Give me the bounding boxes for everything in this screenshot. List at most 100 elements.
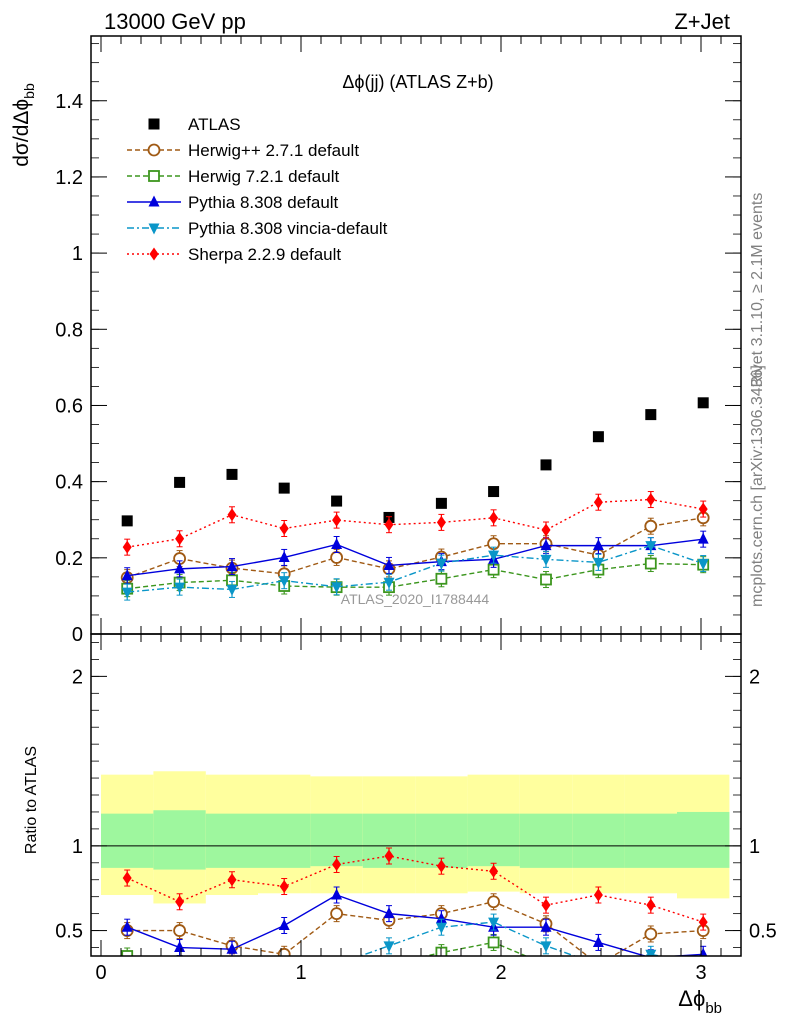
ratio-point-4	[489, 864, 499, 878]
ratio-y-tick-label: 2	[72, 666, 83, 688]
main-point-3	[226, 560, 238, 572]
ratio-point-2	[331, 888, 343, 900]
ratio-point-1	[175, 959, 185, 969]
ratio-point-1	[593, 959, 603, 969]
x-tick-label: 0	[95, 962, 106, 984]
legend-marker-0	[148, 118, 160, 130]
x-tick-label: 1	[295, 962, 306, 984]
main-point-4	[121, 587, 133, 599]
ratio-point-4	[175, 895, 185, 909]
ratio-point-1	[384, 959, 394, 969]
main-series-group	[120, 397, 710, 601]
ratio-point-0	[277, 947, 291, 956]
ratio-point-3	[383, 941, 395, 953]
legend-label-3: Pythia 8.308 default	[188, 193, 339, 212]
main-point-5	[227, 508, 237, 522]
main-point-3	[592, 539, 604, 551]
main-point-0	[435, 497, 447, 509]
main-point-3	[121, 569, 133, 581]
uncertainty-band-inner	[572, 813, 625, 868]
main-point-5	[646, 493, 656, 507]
ratio-point-3	[331, 960, 342, 971]
main-point-4	[226, 584, 238, 596]
ratio-point-2	[540, 920, 552, 932]
legend-marker-4	[148, 223, 160, 235]
main-point-4	[488, 550, 500, 562]
chart-title: Δϕ(jj) (ATLAS Z+b)	[342, 72, 493, 92]
ratio-point-2	[174, 941, 186, 953]
ratio-point-1	[227, 959, 237, 969]
main-point-0	[226, 468, 238, 480]
main-point-4	[645, 541, 657, 553]
legend-label-1: Herwig++ 2.7.1 default	[188, 141, 359, 160]
main-point-0	[174, 476, 186, 488]
ratio-point-1	[646, 959, 656, 969]
ratio-point-3	[488, 917, 500, 929]
y-tick-label: 1.2	[55, 167, 83, 189]
y-tick-label: 0	[72, 624, 83, 646]
main-point-5	[593, 495, 603, 509]
main-point-0	[488, 486, 500, 498]
main-point-4	[174, 582, 186, 594]
x-axis-label: Δϕbb	[678, 986, 722, 1017]
ratio-point-1	[121, 950, 134, 956]
main-point-1	[644, 519, 658, 533]
main-point-5	[698, 502, 708, 516]
ratio-point-4	[436, 859, 446, 873]
ratio-point-3	[435, 922, 447, 934]
main-point-5	[436, 515, 446, 529]
ratio-point-2	[699, 947, 708, 956]
ratio-point-3	[593, 960, 604, 971]
legend: ATLAS Herwig++ 2.7.1 default Herwig 7.2.1 …	[127, 115, 388, 264]
x-tick-label: 2	[495, 962, 506, 984]
ratio-point-2	[278, 918, 290, 930]
main-point-5	[175, 532, 185, 546]
ratio-point-0	[173, 924, 187, 937]
ratio-line-3	[358, 921, 664, 956]
ratio-point-3	[122, 960, 133, 971]
uncertainty-band-inner	[624, 813, 677, 868]
ratio-point-4	[227, 873, 237, 887]
main-point-5	[489, 511, 499, 525]
ratio-point-3	[174, 960, 185, 971]
ratio-point-3	[279, 960, 290, 971]
main-point-3	[697, 532, 709, 544]
ratio-point-1	[487, 936, 500, 949]
main-point-4	[540, 554, 552, 566]
legend-marker-2	[148, 170, 160, 182]
ratio-point-1	[541, 959, 551, 969]
rivet-label: Rivet 3.1.10, ≥ 2.1M events	[749, 193, 766, 388]
y-tick-label: 0.4	[55, 472, 83, 494]
legend-label-0: ATLAS	[188, 115, 241, 134]
ratio-point-3	[645, 949, 657, 956]
main-point-5	[541, 523, 551, 537]
main-point-4	[592, 557, 604, 569]
legend-marker-1	[147, 143, 161, 157]
main-point-2	[435, 572, 448, 585]
main-line-3	[127, 538, 704, 577]
ratio-point-2	[383, 907, 395, 919]
main-line-2	[127, 562, 704, 590]
main-point-5	[384, 518, 394, 532]
y-tick-label: 0.8	[55, 319, 83, 341]
ratio-point-2	[121, 920, 133, 932]
main-panel: Δϕ(jj) (ATLAS Z+b) ATLAS_2020_I1788444 d…	[10, 35, 742, 646]
legend-marker-5	[149, 247, 159, 261]
uncertainty-band-inner	[258, 813, 311, 868]
main-point-5	[332, 513, 342, 527]
legend-marker-3	[148, 195, 160, 207]
main-point-3	[540, 539, 552, 551]
main-point-3	[383, 558, 395, 570]
main-point-0	[278, 482, 290, 494]
ratio-point-4	[279, 880, 289, 894]
ratio-line-2	[126, 894, 704, 956]
main-point-4	[331, 582, 343, 594]
y-tick-label: 0.6	[55, 395, 83, 417]
uncertainty-band-inner	[205, 813, 258, 868]
main-point-2	[644, 557, 657, 570]
ratio-point-3	[227, 960, 238, 971]
main-point-4	[697, 559, 709, 571]
ratio-point-0	[487, 895, 501, 909]
ratio-y-tick-label-right: 2	[749, 666, 760, 688]
ratio-panel: Ratio to ATLAS Δϕbb 0 1 2 3 0.5 0.5 1 1 2 2	[23, 633, 777, 1017]
